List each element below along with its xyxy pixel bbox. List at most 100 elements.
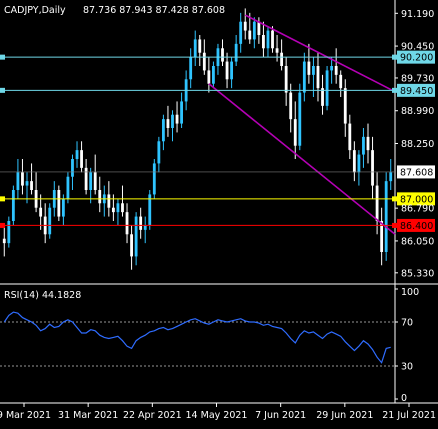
candle: [271, 26, 274, 53]
level-anchor: [0, 87, 5, 93]
candle-body: [98, 190, 102, 204]
candle-body: [161, 119, 165, 142]
horizontal-levels: 90.200 89.450 87.000 86.400: [0, 50, 435, 232]
candle: [61, 194, 65, 226]
price-tick-label: 85.330: [401, 268, 434, 279]
candle: [84, 159, 88, 195]
level-anchor: [0, 222, 5, 228]
candle-body: [193, 39, 197, 58]
candle: [339, 70, 343, 97]
candle-body: [352, 150, 356, 173]
candle: [125, 203, 129, 244]
candle: [389, 159, 393, 190]
candle-body: [239, 21, 243, 44]
candle-body: [380, 221, 384, 252]
price-tick-label: 88.990: [401, 106, 434, 117]
candle: [321, 74, 324, 115]
candle-body: [134, 216, 138, 257]
candle: [212, 61, 215, 89]
candle-body: [257, 21, 261, 35]
candle: [343, 79, 347, 137]
candle-body: [325, 70, 329, 106]
level-price-tag: [397, 192, 435, 206]
candle: [152, 159, 156, 199]
candle: [284, 57, 288, 106]
candle-body: [275, 48, 279, 53]
candle-body: [189, 57, 193, 80]
candle: [121, 185, 124, 217]
level-anchor: [0, 54, 5, 60]
candle-body: [125, 212, 129, 235]
candle-body: [166, 119, 170, 128]
candle: [134, 212, 138, 266]
candle: [325, 66, 329, 111]
rsi-title: RSI(14) 44.1828: [4, 290, 81, 301]
candle-series: [2, 8, 393, 270]
candle-body: [252, 21, 256, 40]
candle: [266, 26, 270, 58]
trend-channel: [208, 14, 396, 235]
candle-body: [7, 221, 11, 244]
price-tick-label: 86.790: [401, 204, 434, 215]
candle: [57, 185, 61, 221]
candle: [93, 154, 97, 195]
price-tick-label: 91.190: [401, 9, 434, 20]
candle-body: [234, 43, 238, 62]
candle: [230, 57, 234, 89]
level-price-label: 86.400: [400, 221, 433, 232]
candle: [157, 136, 161, 173]
candle: [357, 150, 361, 186]
candle-body: [130, 234, 133, 257]
level-price-label: 89.450: [400, 86, 433, 97]
level-anchor: [392, 54, 397, 60]
candle-body: [48, 207, 52, 235]
candle-body: [107, 194, 111, 208]
channel-upper-line: [244, 14, 396, 93]
candle: [239, 12, 243, 53]
candle: [302, 52, 306, 102]
candle: [207, 57, 211, 93]
candle-body: [198, 39, 202, 53]
candle-body: [371, 150, 374, 186]
candle: [198, 35, 202, 66]
candle: [189, 48, 193, 89]
candle: [116, 198, 120, 226]
candle: [16, 159, 20, 199]
candle-body: [2, 238, 6, 244]
candle-body: [171, 114, 174, 128]
price-tick-label: 88.250: [401, 139, 434, 150]
candle: [161, 114, 165, 151]
candle-body: [271, 30, 274, 49]
candle: [139, 207, 143, 239]
candle: [130, 225, 133, 270]
candle-body: [334, 66, 338, 75]
candle-body: [366, 136, 370, 151]
candle-body: [202, 52, 206, 71]
rsi-line: [3, 311, 391, 364]
candle: [98, 176, 102, 213]
price-tick-label: 90.450: [401, 42, 434, 53]
candle-body: [362, 136, 365, 155]
candle: [234, 35, 238, 66]
price-axis: 91.190 90.450 89.730 88.990 88.250 86.790 86.0…: [0, 9, 435, 279]
candle-body: [302, 61, 306, 93]
rsi-tick-label: 100: [401, 287, 419, 298]
candle-body: [84, 167, 88, 190]
candle: [25, 172, 29, 204]
candle: [307, 43, 311, 84]
candle: [193, 30, 197, 66]
level-price-label: 90.200: [400, 53, 433, 64]
candle: [66, 172, 70, 204]
date-tick-label: 14 May 2021: [186, 410, 248, 421]
candle: [225, 52, 229, 89]
candle-body: [221, 48, 224, 62]
candle-body: [89, 172, 93, 190]
candle-body: [230, 61, 234, 80]
candle-body: [111, 207, 115, 213]
rsi-tick-label: 30: [401, 362, 413, 373]
candle: [352, 141, 356, 182]
date-tick-label: 7 Jun 2021: [255, 410, 306, 421]
candle-body: [389, 172, 393, 182]
candle-body: [180, 101, 183, 124]
